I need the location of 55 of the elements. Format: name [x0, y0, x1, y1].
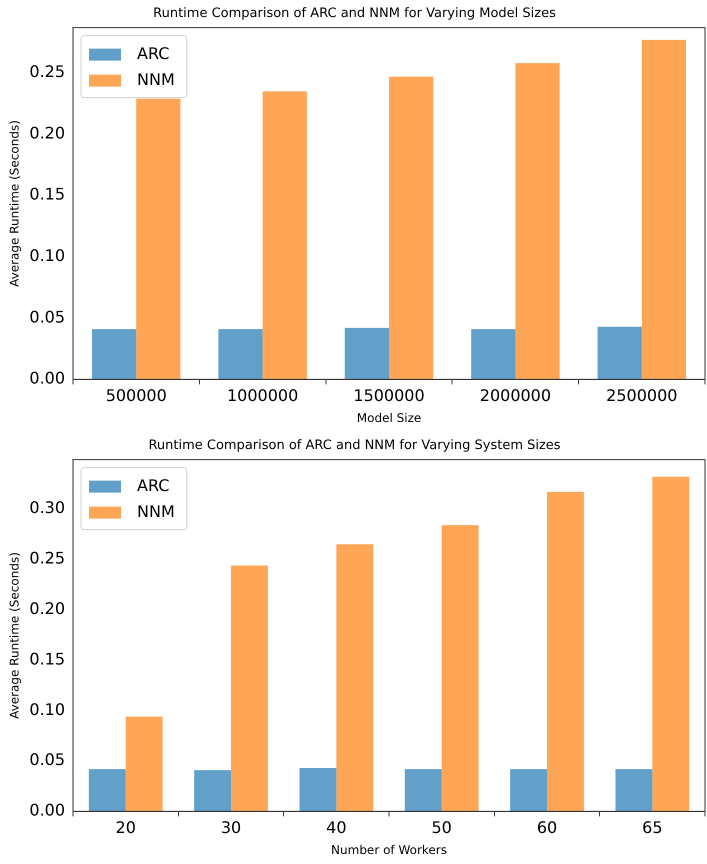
bar: [389, 76, 434, 380]
bar: [344, 328, 390, 380]
y-tick-label: 0.10: [29, 246, 66, 265]
bar: [515, 63, 560, 380]
x-tick-label: 20: [116, 818, 136, 838]
bar: [92, 329, 136, 380]
x-tick-label: 2000000: [480, 386, 552, 406]
legend-label: ARC: [137, 476, 170, 495]
y-tick-label: 0.00: [29, 368, 66, 388]
y-tick-label: 0.15: [29, 649, 66, 668]
bar: [442, 525, 479, 812]
y-tick-label: 0.15: [29, 184, 66, 204]
bar: [88, 769, 126, 812]
legend-label: ARC: [137, 44, 170, 63]
x-tick-label: 50: [431, 818, 452, 838]
legend-label: NNM: [137, 502, 175, 521]
x-tick-label: 60: [536, 818, 558, 838]
bar: [336, 544, 374, 812]
y-axis-title: Average Runtime (Seconds): [7, 552, 22, 719]
bar: [231, 565, 268, 812]
bar: [642, 40, 686, 380]
bar: [615, 769, 652, 812]
x-tick-label: 1000000: [226, 386, 298, 406]
bar: [262, 91, 307, 380]
bar: [547, 492, 584, 812]
x-tick-label: 65: [642, 818, 663, 838]
y-tick-label: 0.25: [29, 548, 66, 568]
legend-label: NNM: [137, 70, 175, 89]
y-tick-label: 0.20: [29, 598, 66, 618]
x-tick-label: 1500000: [353, 386, 425, 406]
y-tick-label: 0.25: [29, 62, 66, 82]
chart-title: Runtime Comparison of ARC and NNM for Varying Model Sizes: [153, 6, 556, 22]
x-tick-label: 40: [326, 818, 347, 838]
y-tick-label: 0.10: [29, 700, 66, 719]
x-tick-label: 30: [220, 818, 242, 838]
bar: [510, 769, 548, 812]
bar: [404, 769, 442, 812]
y-tick-label: 0.30: [29, 498, 66, 518]
y-tick-label: 0.00: [29, 800, 66, 820]
x-tick-label: 2500000: [606, 386, 678, 406]
bar: [218, 329, 263, 380]
y-tick-label: 0.05: [29, 307, 66, 326]
bar: [652, 476, 690, 812]
y-axis-title: Average Runtime (Seconds): [7, 120, 22, 287]
y-tick-label: 0.05: [29, 750, 66, 770]
y-tick-label: 0.20: [29, 123, 66, 142]
bar: [471, 329, 516, 380]
x-axis-title: Number of Workers: [331, 842, 447, 857]
bar: [126, 716, 163, 812]
bar: [598, 326, 642, 380]
x-axis-title: Model Size: [356, 410, 422, 425]
chart-title: Runtime Comparison of ARC and NNM for Varying System Sizes: [148, 438, 561, 454]
bar: [194, 770, 232, 812]
bar: [299, 768, 336, 812]
x-tick-label: 500000: [106, 386, 167, 406]
